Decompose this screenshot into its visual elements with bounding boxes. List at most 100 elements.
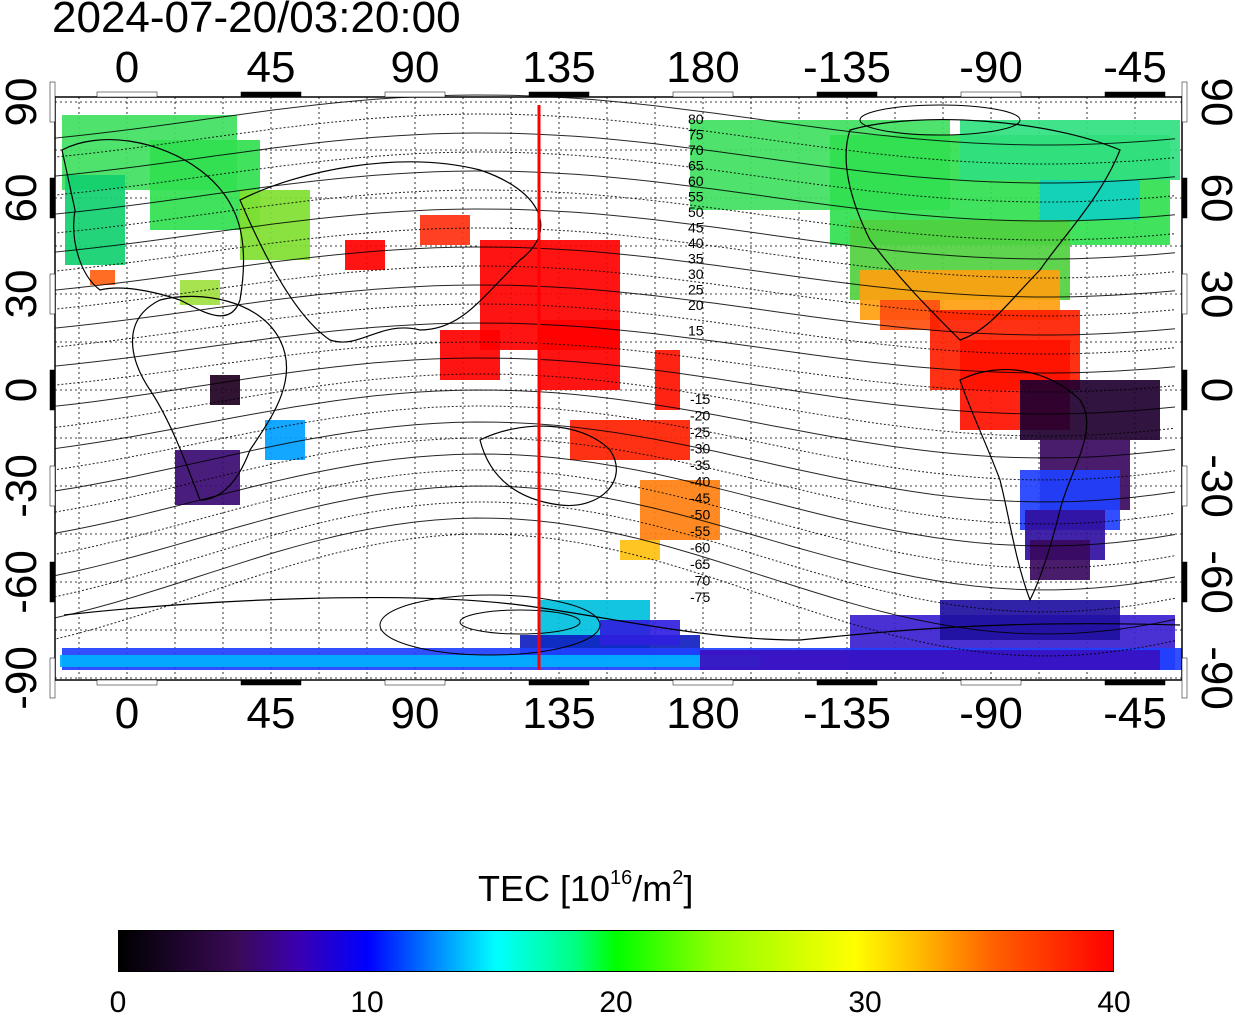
contour-line [54, 303, 1176, 355]
tec-patch [210, 375, 240, 405]
tec-patch [420, 215, 470, 245]
colorbar-tick-label: 30 [848, 986, 882, 1019]
bottom-longitude-label: 135 [522, 689, 595, 738]
contour-line [54, 357, 1176, 415]
axis-tick-bar [1181, 81, 1188, 123]
colorbar-tick-label: 0 [109, 986, 127, 1019]
right-latitude-label: -30 [1192, 454, 1235, 518]
coastline [479, 425, 617, 507]
right-latitude-label: 60 [1192, 174, 1235, 223]
axis-tick-bar [960, 679, 1022, 686]
contour-label: 30 [688, 266, 704, 282]
tec-patch [700, 650, 1160, 670]
coastline [845, 118, 1121, 341]
contour-label: 65 [688, 158, 704, 174]
bottom-longitude-label: -90 [959, 689, 1023, 738]
contour-line [54, 405, 1176, 481]
top-longitude-label: -45 [1103, 43, 1167, 92]
bottom-longitude-label: -135 [803, 689, 891, 738]
coastline [131, 295, 288, 501]
contour-label: -75 [690, 589, 710, 605]
left-latitude-label: -90 [0, 646, 46, 710]
colorbar-tick-label: 40 [1097, 986, 1131, 1019]
colorbar-tick-label: 20 [599, 986, 633, 1019]
axis-tick-bar [528, 679, 590, 686]
tec-patch [440, 330, 500, 380]
axis-tick-bar [1181, 465, 1188, 507]
contour-label: 25 [688, 282, 704, 298]
coastline [959, 369, 1088, 602]
contour-label: 70 [688, 142, 704, 158]
coastline [63, 596, 1181, 641]
contour-label: 15 [688, 323, 704, 339]
axis-tick-bar [49, 657, 56, 699]
contour-line [54, 373, 1176, 437]
left-latitude-label: 60 [0, 174, 46, 223]
bottom-longitude-label: 0 [115, 689, 139, 738]
contour-ellipse [379, 594, 601, 656]
axis-tick-bar [49, 273, 56, 315]
tec-patch [640, 480, 720, 540]
axis-tick-bar [1181, 657, 1188, 699]
contour-label: -65 [690, 556, 710, 572]
contour-line [54, 533, 1176, 657]
axis-labels: 0 45 90 135 180 -135 -90 -450 45 90 135 180 -135 -90-… [0, 43, 1235, 738]
contour-label: 75 [688, 127, 704, 143]
tec-data-patches [60, 115, 1182, 670]
left-latitude-label: 90 [0, 78, 46, 127]
contour-label: 55 [688, 189, 704, 205]
axis-ticks [49, 81, 1188, 699]
tec-patch [60, 655, 760, 667]
axis-tick-bar [49, 81, 56, 123]
contour-line [54, 341, 1176, 393]
axis-tick-bar [1104, 91, 1166, 98]
axis-tick-bar [1181, 273, 1188, 315]
top-longitude-label: 135 [522, 43, 595, 92]
tec-patch [180, 280, 220, 305]
tec-patch [1030, 540, 1090, 580]
contour-label: -20 [690, 408, 710, 424]
contour-label: -45 [690, 490, 710, 506]
bottom-longitude-label: 180 [666, 689, 739, 738]
contour-line [54, 189, 1176, 241]
left-latitude-label: -60 [0, 550, 46, 614]
tec-patch [175, 450, 240, 505]
colorbar-title: TEC [1016/m2] [478, 867, 694, 909]
contour-label: -35 [690, 457, 710, 473]
left-latitude-label: 30 [0, 270, 46, 319]
top-longitude-label: -90 [959, 43, 1023, 92]
axis-tick-bar [960, 91, 1022, 98]
bottom-longitude-label: 90 [391, 689, 440, 738]
axis-tick-bar [96, 679, 158, 686]
contour-line [54, 437, 1176, 525]
axis-tick-bar [1181, 561, 1188, 603]
contour-label: -55 [690, 523, 710, 539]
contour-label: -50 [690, 507, 710, 523]
top-longitude-label: 45 [247, 43, 296, 92]
axis-tick-bar [49, 561, 56, 603]
contour-label: 45 [688, 220, 704, 236]
axis-tick-bar [672, 91, 734, 98]
axis-tick-bar [384, 91, 446, 98]
axis-tick-bar [1104, 679, 1166, 686]
contour-label: 40 [688, 235, 704, 251]
tec-patch [265, 420, 305, 460]
contour-label: 80 [688, 111, 704, 127]
right-latitude-label: 30 [1192, 270, 1235, 319]
tec-patch [570, 420, 690, 460]
axis-tick-bar [240, 679, 302, 686]
left-latitude-label: 0 [0, 378, 46, 402]
contour-label: 60 [688, 173, 704, 189]
contour-label: -15 [690, 391, 710, 407]
contour-label: 35 [688, 251, 704, 267]
tec-patch [620, 540, 660, 560]
contour-label: 50 [688, 204, 704, 220]
tec-patch [960, 120, 1180, 180]
axis-tick-bar [1181, 177, 1188, 219]
contour-ellipse [859, 104, 1021, 136]
contour-label: -40 [690, 474, 710, 490]
contour-line [54, 265, 1176, 317]
axis-tick-bar [672, 679, 734, 686]
coastline [239, 161, 542, 343]
